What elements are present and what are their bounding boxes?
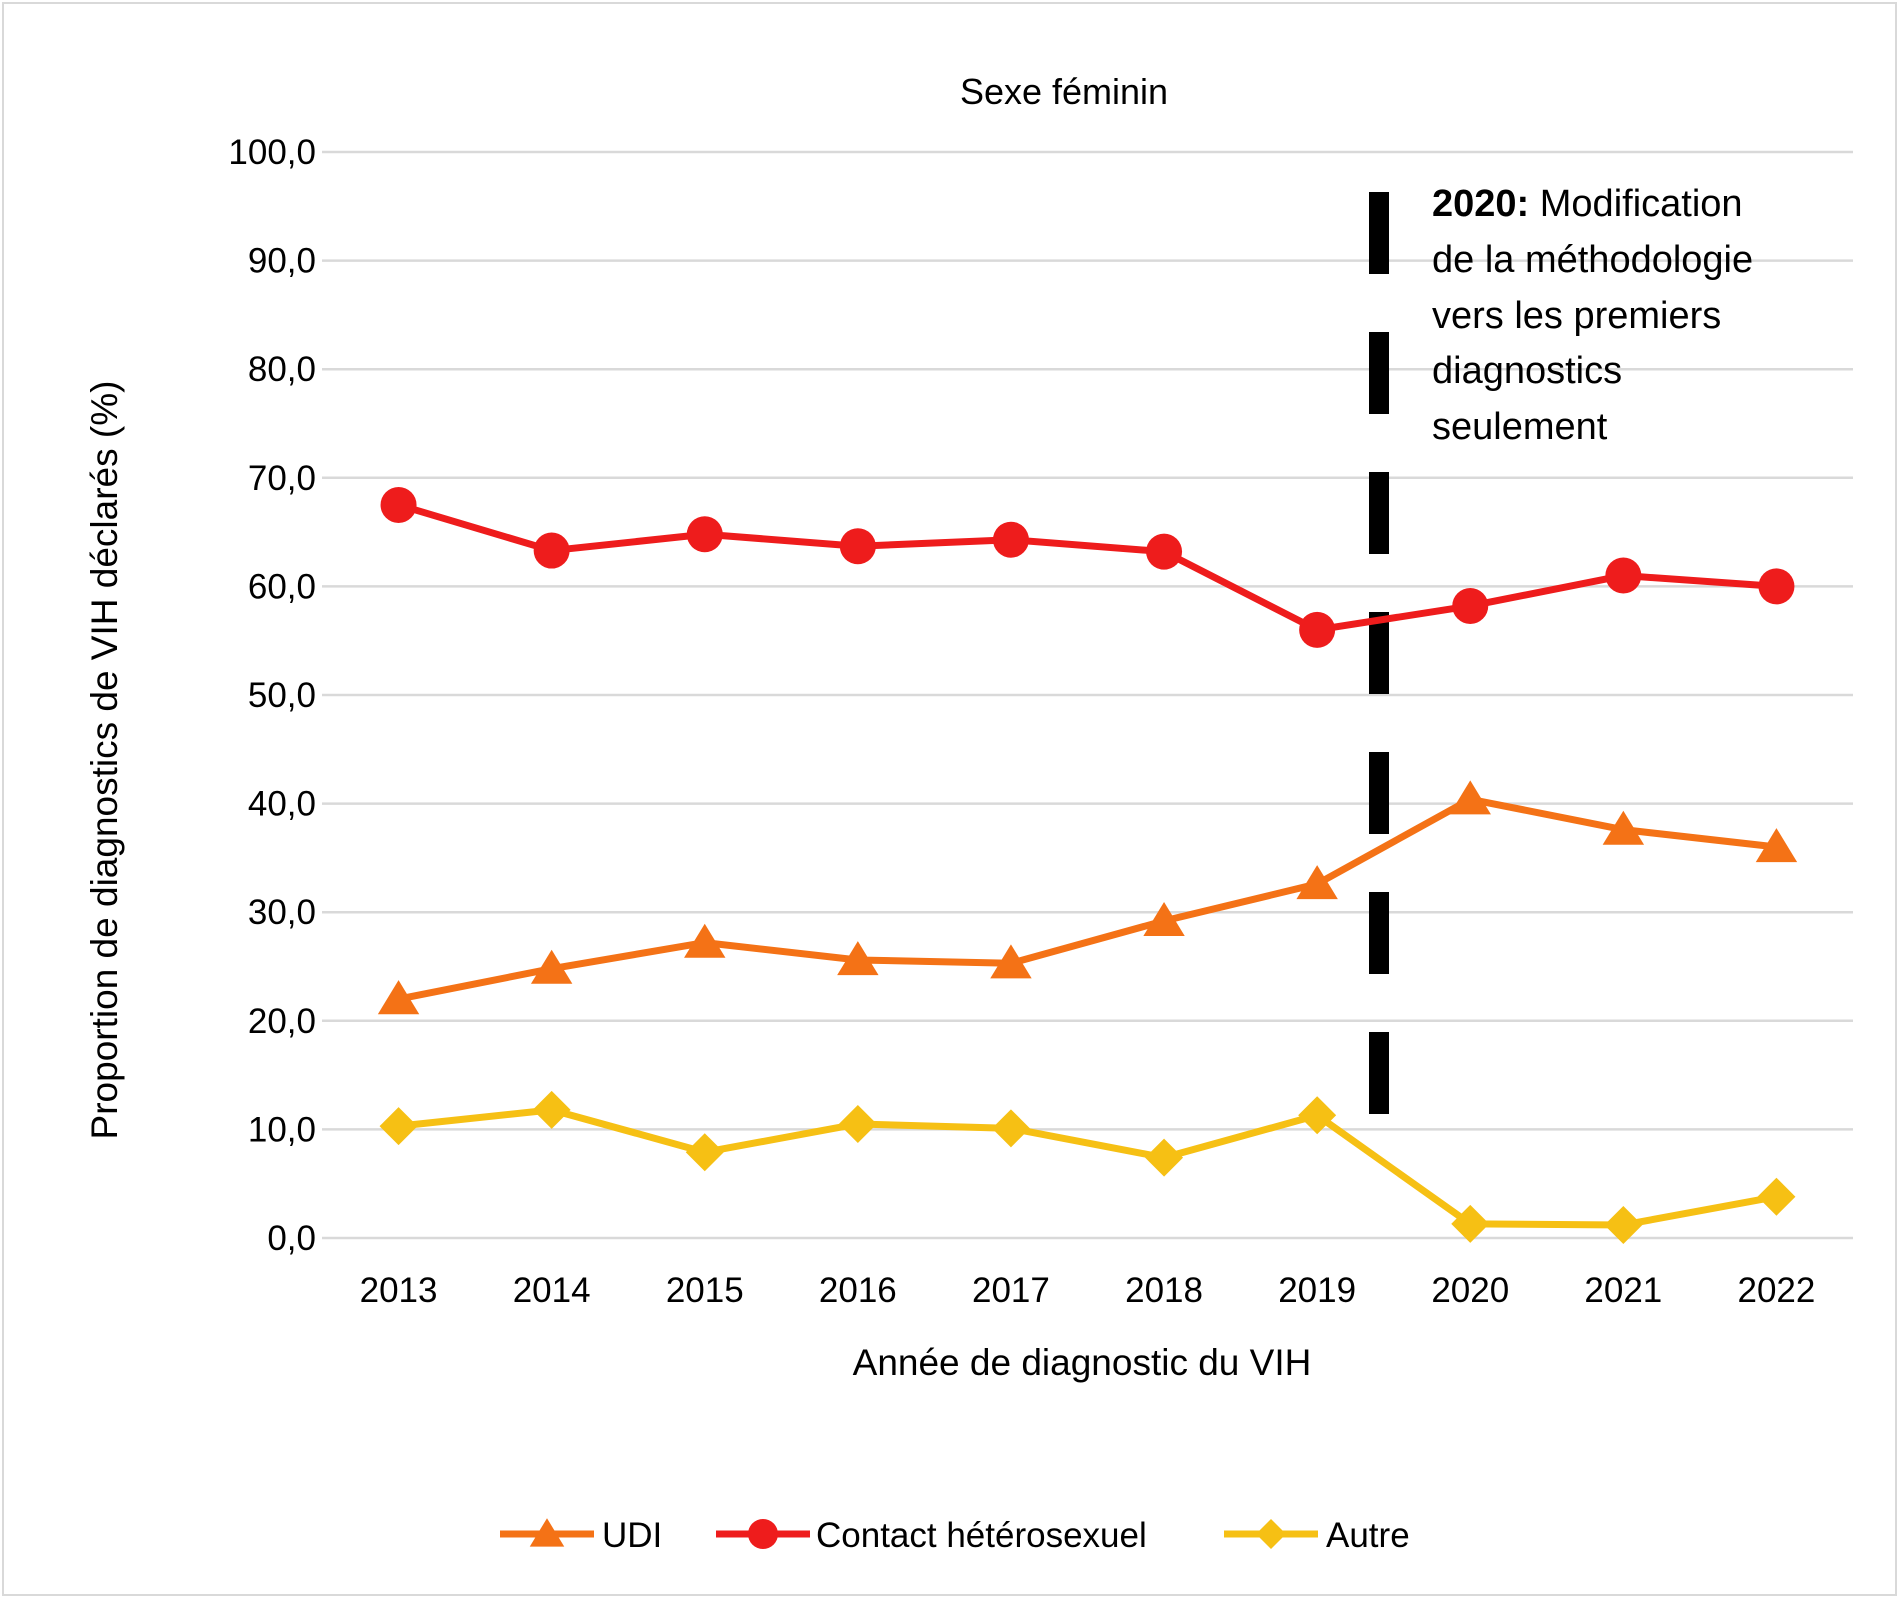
- data-point-circle: [380, 486, 417, 523]
- annotation-text-1: Modification: [1540, 183, 1743, 225]
- y-tick-label: 70,0: [248, 459, 316, 498]
- data-point-diamond: [1451, 1204, 1490, 1243]
- x-tick-label: 2017: [972, 1271, 1050, 1310]
- data-point-diamond: [685, 1133, 724, 1172]
- y-tick-label: 10,0: [248, 1110, 316, 1149]
- y-tick-label: 30,0: [248, 893, 316, 932]
- grid-lines: [322, 150, 1853, 1240]
- chart-title: Sexe féminin: [960, 71, 1168, 112]
- series-diamond: [379, 1090, 1796, 1244]
- data-point-diamond: [532, 1090, 571, 1129]
- series-line: [398, 1106, 1778, 1229]
- annotation-line-4: diagnostics: [1432, 350, 1622, 392]
- y-tick-label: 40,0: [248, 785, 316, 824]
- legend-label: UDI: [602, 1516, 662, 1555]
- data-point-circle: [1605, 557, 1642, 594]
- y-axis-label: Proportion de diagnostics de VIH déclaré…: [84, 381, 125, 1140]
- annotation-line-5: seulement: [1432, 406, 1608, 448]
- series-circle: [380, 486, 1795, 648]
- data-point-circle: [1299, 611, 1336, 648]
- y-tick-label: 90,0: [248, 242, 316, 281]
- series-line: [397, 795, 1777, 1003]
- annotation-line-1: 2020: Modification: [1432, 183, 1743, 225]
- legend: UDI Contact hétérosexuel Autre: [500, 1516, 1410, 1555]
- x-tick-label: 2015: [666, 1271, 744, 1310]
- data-point-triangle: [1296, 865, 1338, 900]
- x-tick-label: 2020: [1431, 1271, 1509, 1310]
- x-tick-label: 2013: [360, 1271, 438, 1310]
- data-point-triangle: [684, 923, 726, 958]
- legend-item: Autre: [1224, 1516, 1410, 1555]
- series-triangle: [377, 780, 1798, 1015]
- data-point-triangle: [1755, 828, 1798, 863]
- data-point-triangle: [1449, 780, 1491, 815]
- data-point-diamond: [1298, 1096, 1337, 1135]
- data-point-circle: [1452, 587, 1489, 624]
- line-chart: Sexe féminin 0,0 10,0 20,0 30,0 40,0 50,0 60,0…: [84, 71, 1853, 1555]
- data-point-circle: [839, 528, 876, 565]
- x-axis-label: Année de diagnostic du VIH: [853, 1342, 1312, 1383]
- annotation-line-3: vers les premiers: [1432, 295, 1721, 337]
- annotation-line-2: de la méthodologie: [1432, 239, 1753, 281]
- data-point-triangle: [377, 980, 420, 1015]
- data-point-triangle: [1602, 810, 1645, 845]
- data-point-diamond: [1604, 1205, 1643, 1244]
- x-tick-label: 2019: [1278, 1271, 1356, 1310]
- data-point-triangle: [837, 941, 879, 976]
- data-point-diamond: [1145, 1138, 1184, 1177]
- data-point-circle: [1146, 533, 1183, 570]
- y-tick-label: 100,0: [228, 133, 316, 172]
- data-point-triangle: [990, 944, 1032, 979]
- x-axis-tick-labels: 2013 2014 2015 2016 2017 2018 2019 2020 2021 2022: [360, 1271, 1816, 1310]
- legend-item: Contact hétérosexuel: [716, 1516, 1147, 1555]
- x-tick-label: 2021: [1584, 1271, 1662, 1310]
- x-tick-label: 2022: [1738, 1271, 1816, 1310]
- series-group: [377, 486, 1798, 1244]
- y-tick-label: 0,0: [267, 1219, 316, 1258]
- data-point-diamond: [991, 1109, 1030, 1148]
- legend-label: Autre: [1326, 1516, 1410, 1555]
- data-point-circle: [686, 516, 723, 553]
- series-line: [397, 501, 1777, 634]
- y-tick-label: 20,0: [248, 1002, 316, 1041]
- data-point-circle: [992, 521, 1029, 558]
- legend-item: UDI: [500, 1516, 662, 1555]
- legend-label: Contact hétérosexuel: [816, 1516, 1147, 1555]
- y-tick-label: 50,0: [248, 676, 316, 715]
- methodology-annotation: 2020: Modification de la méthodologie ve…: [1432, 183, 1753, 448]
- x-tick-label: 2016: [819, 1271, 897, 1310]
- data-point-diamond: [1757, 1177, 1796, 1216]
- y-tick-label: 60,0: [248, 567, 316, 606]
- data-point-diamond: [838, 1104, 877, 1143]
- data-point-triangle: [1143, 901, 1185, 937]
- x-tick-label: 2018: [1125, 1271, 1203, 1310]
- data-point-diamond: [379, 1107, 418, 1146]
- data-point-triangle: [529, 1518, 565, 1547]
- y-axis-tick-labels: 0,0 10,0 20,0 30,0 40,0 50,0 60,0 70,0 80,0 90,0 1…: [228, 133, 316, 1258]
- data-point-circle: [748, 1519, 778, 1549]
- annotation-bold-year: 2020:: [1432, 183, 1529, 225]
- data-point-triangle: [530, 949, 573, 984]
- data-point-circle: [1758, 568, 1795, 605]
- data-point-diamond: [1256, 1519, 1286, 1549]
- x-tick-label: 2014: [513, 1271, 591, 1310]
- y-tick-label: 80,0: [248, 350, 316, 389]
- data-point-circle: [533, 532, 570, 569]
